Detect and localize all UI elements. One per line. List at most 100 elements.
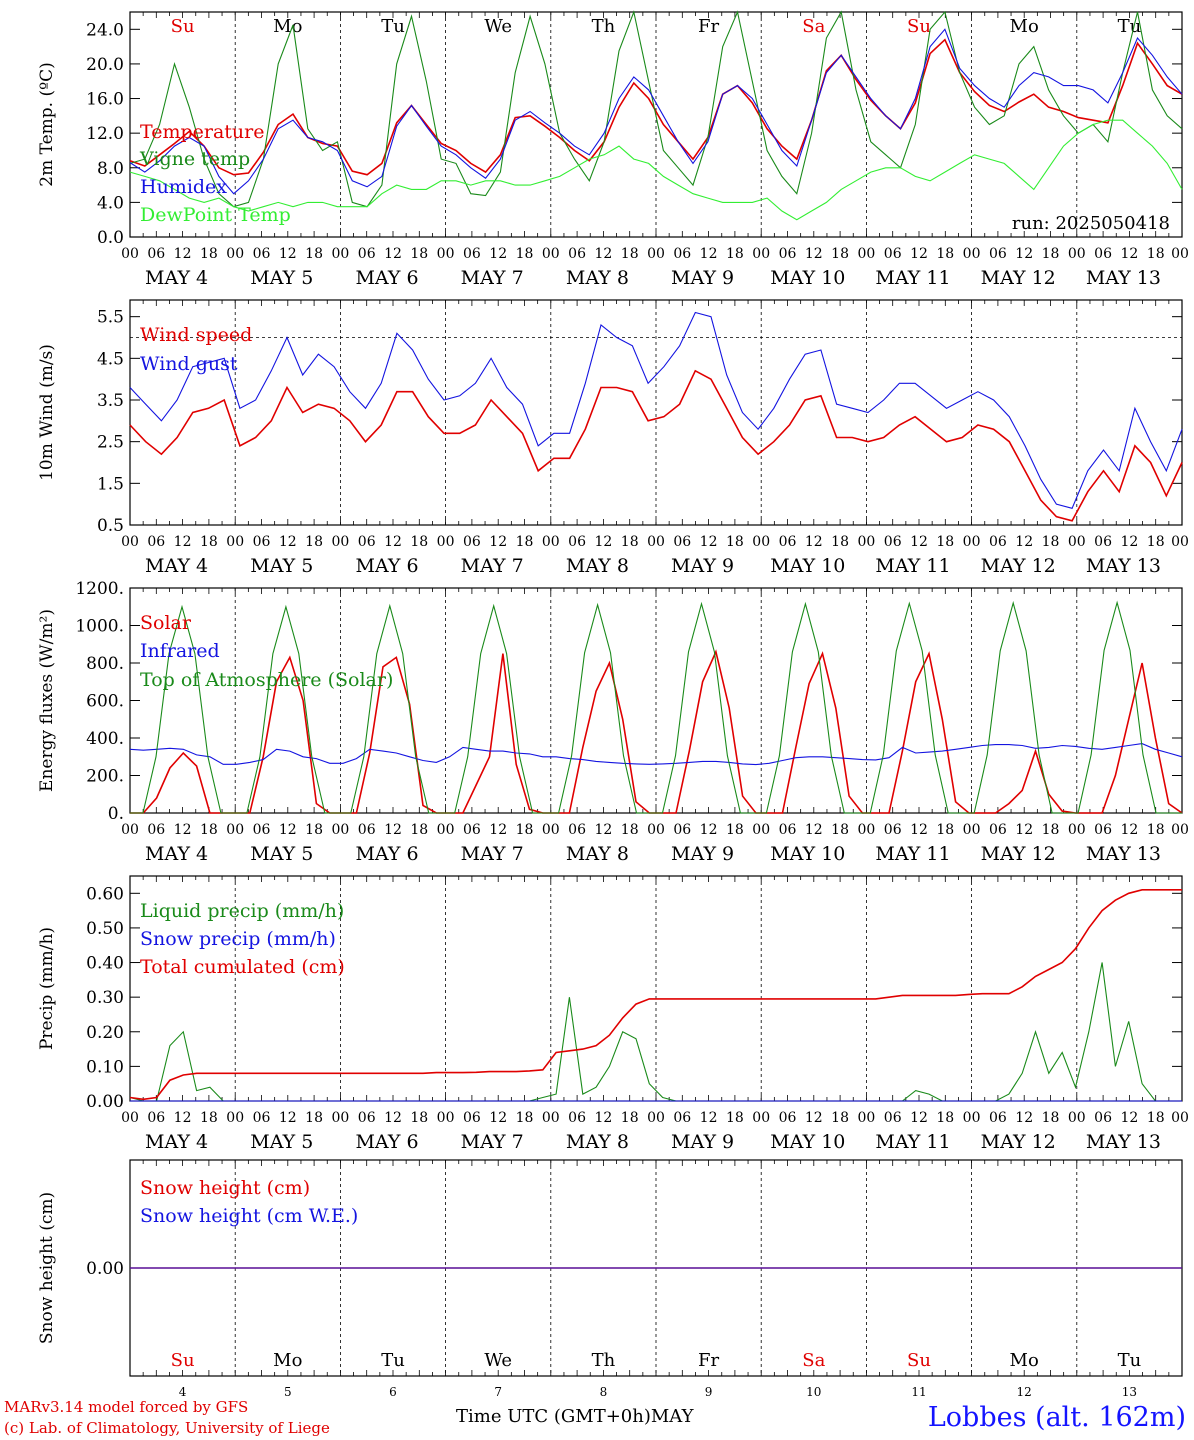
panel1-hour-label: 06: [1094, 246, 1112, 262]
panel3-legend-1: Infrared: [140, 640, 220, 662]
panel4-hour-label: 18: [410, 1110, 428, 1126]
panel3-hour-label: 06: [779, 822, 797, 838]
panel4-legend-2: Total cumulated (cm): [140, 956, 345, 978]
panel2-hour-label: 00: [121, 534, 139, 550]
panel1-weekday-label: Th: [592, 16, 616, 37]
panel1-ytick-label: 24.0: [86, 20, 124, 40]
panel5-weekday-label: Sa: [802, 1350, 825, 1371]
panel4-hour-label: 00: [437, 1110, 455, 1126]
panel4-hour-label: 18: [1042, 1110, 1060, 1126]
panel5-day-number: 11: [911, 1385, 926, 1399]
panel4-hour-label: 06: [673, 1110, 691, 1126]
panel1-weekday-label: Tu: [1118, 16, 1142, 37]
panel1-hour-label: 00: [857, 246, 875, 262]
panel1-hour-label: 00: [963, 246, 981, 262]
panel2-hour-label: 00: [226, 534, 244, 550]
panel1-hour-label: 06: [884, 246, 902, 262]
panel2-hour-label: 18: [936, 534, 954, 550]
panel2-hour-label: 06: [989, 534, 1007, 550]
panel1-day-label: MAY 5: [250, 267, 313, 289]
panel2-hour-label: 00: [331, 534, 349, 550]
panel3-hour-label: 18: [305, 822, 323, 838]
panel2-hour-label: 06: [568, 534, 586, 550]
panel1-hour-label: 00: [1068, 246, 1086, 262]
panel4-day-label: MAY 10: [770, 1131, 845, 1153]
panel2-hour-label: 06: [463, 534, 481, 550]
panel4-hour-label: 18: [726, 1110, 744, 1126]
panel3-hour-label: 06: [884, 822, 902, 838]
panel4-hour-label: 00: [857, 1110, 875, 1126]
panel4-hour-label: 12: [1015, 1110, 1033, 1126]
panel1-hour-label: 18: [305, 246, 323, 262]
panel4-hour-label: 12: [805, 1110, 823, 1126]
panel5-day-number: 9: [705, 1385, 713, 1399]
panel3-ytick-label: 1000.: [75, 617, 124, 637]
panel3-ytick-label: 200.: [86, 767, 124, 787]
panel3-hour-label: 00: [752, 822, 770, 838]
panel2-hour-label: 18: [1042, 534, 1060, 550]
panel3-day-label: MAY 12: [981, 843, 1056, 865]
panel1-legend-3: DewPoint Temp: [140, 204, 291, 226]
panel2-day-label: MAY 8: [566, 555, 629, 577]
panel4-hour-label: 06: [463, 1110, 481, 1126]
panel5-legend-0: Snow height (cm): [140, 1177, 310, 1199]
model-credit: MARv3.14 model forced by GFS: [4, 1398, 249, 1416]
panel4-day-label: MAY 9: [671, 1131, 734, 1153]
panel4-ytick-label: 0.00: [86, 1092, 124, 1112]
panel1-day-label: MAY 12: [981, 267, 1056, 289]
panel5-weekday-label: Th: [592, 1350, 616, 1371]
panel3-ytick-label: 1200.: [75, 579, 124, 599]
panel2-series-0: [129, 369, 1183, 522]
panel2-hour-label: 06: [358, 534, 376, 550]
panel3-day-label: MAY 5: [250, 843, 313, 865]
panel4-hour-label: 06: [253, 1110, 271, 1126]
panel4-hour-label: 00: [1171, 1110, 1189, 1126]
panel4-hour-label: 00: [542, 1110, 560, 1126]
panel3-hour-label: 00: [542, 822, 560, 838]
panel3-hour-label: 12: [1015, 822, 1033, 838]
panel1-hour-label: 18: [831, 246, 849, 262]
panel1-hour-label: 06: [568, 246, 586, 262]
lab-credit: (c) Lab. of Climatology, University of L…: [4, 1419, 330, 1437]
panel3-day-label: MAY 6: [355, 843, 418, 865]
panel3-hour-label: 00: [226, 822, 244, 838]
panel3-hour-label: 00: [437, 822, 455, 838]
panel3-day-label: MAY 4: [145, 843, 208, 865]
panel1-day-label: MAY 10: [770, 267, 845, 289]
panel1-hour-label: 06: [147, 246, 165, 262]
panel2-hour-label: 18: [200, 534, 218, 550]
panel5-day-number: 8: [600, 1385, 608, 1399]
panel4-hour-label: 18: [831, 1110, 849, 1126]
panel1-day-label: MAY 6: [355, 267, 418, 289]
panel3-hour-label: 00: [647, 822, 665, 838]
panel3-hour-label: 12: [174, 822, 192, 838]
panel1-hour-label: 18: [516, 246, 534, 262]
panel2-hour-label: 06: [253, 534, 271, 550]
panel1-ylabel: 2m Temp. (ºC): [37, 62, 57, 187]
panel2-day-label: MAY 6: [355, 555, 418, 577]
panel2-ytick-label: 4.5: [97, 349, 124, 369]
panel4-day-label: MAY 5: [250, 1131, 313, 1153]
panel5-day-number: 7: [494, 1385, 502, 1399]
panel3-hour-label: 06: [1094, 822, 1112, 838]
panel1-hour-label: 18: [936, 246, 954, 262]
panel2-hour-label: 12: [594, 534, 612, 550]
panel1-series-2: [129, 28, 1183, 195]
panel1-hour-label: 00: [331, 246, 349, 262]
panel2-day-label: MAY 13: [1086, 555, 1161, 577]
panel3-hour-label: 00: [1068, 822, 1086, 838]
panel4-hour-label: 06: [989, 1110, 1007, 1126]
panel2-hour-label: 06: [673, 534, 691, 550]
panel3-hour-label: 18: [516, 822, 534, 838]
panel1-hour-label: 00: [1171, 246, 1189, 262]
panel4-ytick-label: 0.20: [86, 1023, 124, 1043]
panel2-hour-label: 06: [147, 534, 165, 550]
panel4-day-label: MAY 4: [145, 1131, 208, 1153]
panel3-day-label: MAY 9: [671, 843, 734, 865]
panel3-ytick-label: 600.: [86, 692, 124, 712]
panel2-day-label: MAY 9: [671, 555, 734, 577]
panel3-series-2: [130, 600, 1182, 814]
panel3-hour-label: 12: [384, 822, 402, 838]
panel2-ytick-label: 3.5: [97, 391, 124, 411]
panel1-hour-label: 06: [358, 246, 376, 262]
